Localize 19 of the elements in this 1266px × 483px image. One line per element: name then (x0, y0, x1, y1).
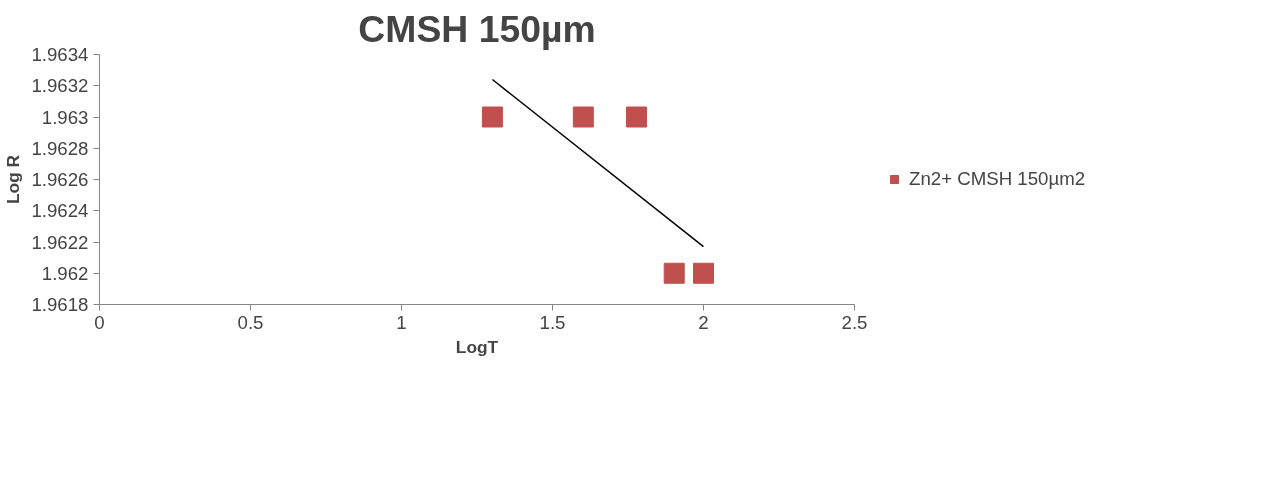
x-tick-label: 2.5 (841, 311, 868, 333)
y-axis-title: Log R (3, 154, 24, 205)
x-tick-label: 0 (94, 311, 105, 333)
y-tick-label: 1.9626 (31, 169, 89, 190)
legend-label: Zn2+ CMSH 150µm2 (909, 168, 1086, 190)
y-tick-label: 1.9622 (31, 231, 89, 253)
y-tick-label: 1.963 (41, 106, 89, 128)
x-tick-label: 0.5 (237, 311, 264, 333)
x-tick-label: 2 (698, 311, 709, 333)
y-tick-label: 1.9618 (31, 294, 89, 315)
y-tick-label: 1.9632 (31, 75, 89, 97)
chart-title: CMSH 150µm (358, 7, 596, 50)
x-axis-title: LogT (455, 336, 499, 357)
y-tick-label: 1.9634 (31, 44, 89, 65)
x-tick-label: 1 (396, 311, 407, 333)
y-tick-label: 1.9624 (31, 200, 89, 222)
x-tick-label: 1.5 (539, 311, 566, 333)
y-tick-label: 1.962 (41, 262, 89, 284)
y-tick-label: 1.9628 (31, 137, 89, 159)
